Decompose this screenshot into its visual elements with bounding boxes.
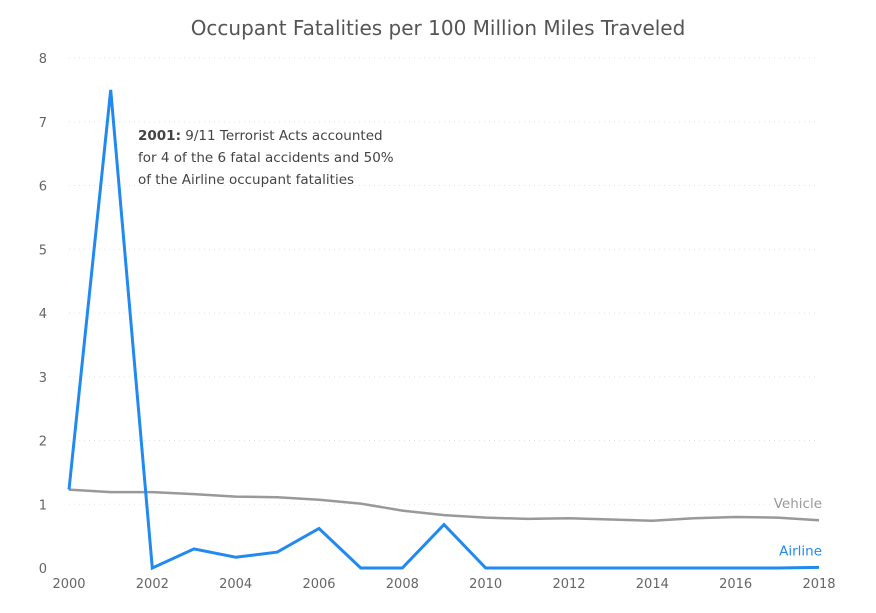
gridlines — [69, 57, 819, 505]
series-line-airline — [67, 89, 820, 571]
y-tick-label: 8 — [39, 52, 47, 67]
series-lines — [67, 89, 820, 571]
x-tick-label: 2000 — [52, 577, 85, 592]
y-tick-label: 3 — [39, 371, 47, 386]
x-tick-label: 2008 — [386, 577, 419, 592]
annotation-bold-year: 2001: — [138, 128, 181, 144]
x-axis: 2000 2002 2004 2006 2008 2010 2012 2014 2016 2018 — [52, 577, 835, 592]
x-tick-label: 2016 — [719, 577, 752, 592]
annotation-line-1: 2001: 9/11 Terrorist Acts accounted — [138, 128, 383, 144]
annotation-line-2: for 4 of the 6 fatal accidents and 50% — [138, 150, 394, 166]
x-tick-label: 2018 — [802, 577, 835, 592]
y-tick-label: 7 — [39, 116, 47, 131]
x-tick-label: 2012 — [552, 577, 585, 592]
y-tick-label: 6 — [39, 180, 47, 195]
x-tick-label: 2014 — [636, 577, 669, 592]
y-tick-label: 2 — [39, 435, 47, 450]
x-tick-label: 2002 — [136, 577, 169, 592]
annotation-line-3: of the Airline occupant fatalities — [138, 172, 354, 188]
x-tick-label: 2006 — [302, 577, 335, 592]
y-tick-label: 4 — [39, 307, 47, 322]
series-line-vehicle — [68, 488, 820, 523]
chart-title: Occupant Fatalities per 100 Million Mile… — [191, 16, 686, 40]
annotation-text-1: 9/11 Terrorist Acts accounted — [181, 128, 383, 144]
y-tick-label: 5 — [39, 243, 47, 258]
annotation: 2001: 9/11 Terrorist Acts accounted for … — [138, 128, 394, 188]
series-label-airline: Airline — [779, 543, 822, 559]
x-tick-label: 2004 — [219, 577, 252, 592]
series-label-vehicle: Vehicle — [774, 496, 822, 512]
y-tick-label: 0 — [39, 562, 47, 577]
x-tick-label: 2010 — [469, 577, 502, 592]
series-labels: Vehicle Airline — [774, 496, 822, 559]
y-axis: 0 1 2 3 4 5 6 7 8 — [39, 52, 47, 577]
y-tick-label: 1 — [39, 498, 47, 513]
